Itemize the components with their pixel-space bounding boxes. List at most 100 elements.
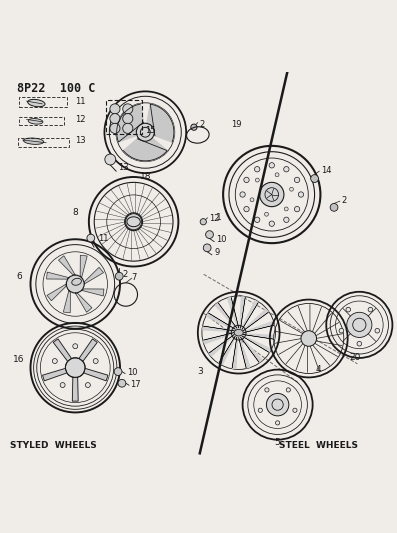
Circle shape (255, 178, 259, 182)
Circle shape (85, 383, 91, 387)
Circle shape (116, 272, 123, 280)
Polygon shape (243, 334, 275, 339)
Bar (19, 117, 64, 125)
Polygon shape (84, 368, 108, 381)
Text: 10: 10 (216, 235, 227, 244)
Text: 20: 20 (350, 353, 361, 362)
Polygon shape (147, 104, 174, 142)
Polygon shape (219, 336, 236, 365)
Circle shape (231, 325, 246, 340)
Polygon shape (64, 290, 70, 313)
Polygon shape (81, 289, 104, 296)
Text: 11: 11 (75, 97, 86, 106)
Circle shape (110, 104, 120, 114)
Text: 15: 15 (145, 126, 156, 135)
Polygon shape (79, 339, 97, 361)
Circle shape (357, 342, 362, 346)
Circle shape (269, 163, 274, 168)
Polygon shape (117, 104, 144, 142)
Ellipse shape (127, 217, 140, 227)
Polygon shape (240, 297, 245, 328)
Polygon shape (243, 321, 274, 333)
Circle shape (114, 368, 122, 375)
Circle shape (264, 212, 268, 216)
Circle shape (123, 114, 133, 124)
Circle shape (265, 388, 269, 392)
Circle shape (330, 204, 338, 211)
Circle shape (286, 388, 291, 392)
Bar (106, 100, 142, 134)
Circle shape (295, 177, 300, 183)
Circle shape (284, 207, 288, 211)
Circle shape (87, 234, 95, 242)
Text: STEEL  WHEELS: STEEL WHEELS (279, 441, 358, 450)
Text: 10: 10 (127, 368, 137, 377)
Circle shape (125, 213, 143, 231)
Polygon shape (209, 335, 235, 356)
Circle shape (105, 154, 116, 165)
Circle shape (200, 219, 206, 225)
Text: 11: 11 (98, 233, 108, 243)
Polygon shape (227, 297, 239, 328)
Circle shape (339, 328, 344, 333)
Text: 2: 2 (200, 120, 205, 129)
Circle shape (93, 359, 98, 364)
Circle shape (284, 166, 289, 172)
Text: 6: 6 (16, 272, 22, 281)
Circle shape (347, 312, 372, 337)
Circle shape (123, 104, 133, 114)
Circle shape (269, 221, 274, 227)
Circle shape (295, 206, 300, 212)
Polygon shape (123, 139, 167, 161)
Polygon shape (80, 255, 87, 278)
Text: 8P22  100 C: 8P22 100 C (17, 82, 95, 95)
Text: STYLED  WHEELS: STYLED WHEELS (10, 441, 97, 450)
Text: 8: 8 (72, 207, 78, 216)
Circle shape (276, 421, 280, 425)
Text: 14: 14 (322, 166, 332, 175)
Polygon shape (241, 337, 262, 362)
Circle shape (110, 123, 120, 133)
Polygon shape (204, 333, 234, 344)
Circle shape (258, 408, 262, 413)
Polygon shape (232, 337, 237, 368)
Circle shape (123, 123, 133, 133)
Circle shape (240, 192, 245, 197)
Circle shape (244, 177, 249, 183)
Text: 2: 2 (341, 196, 346, 205)
Polygon shape (53, 339, 71, 361)
Circle shape (284, 217, 289, 222)
Polygon shape (243, 309, 268, 331)
Polygon shape (239, 337, 250, 368)
Text: 9: 9 (214, 248, 220, 257)
Text: 16: 16 (13, 356, 25, 365)
Ellipse shape (28, 99, 45, 107)
Text: 7: 7 (131, 273, 136, 282)
Ellipse shape (28, 118, 43, 124)
Text: 12: 12 (75, 115, 86, 124)
Circle shape (136, 123, 154, 141)
Circle shape (301, 330, 316, 346)
Polygon shape (242, 336, 271, 352)
Circle shape (254, 217, 260, 222)
Circle shape (275, 173, 279, 177)
Circle shape (250, 198, 254, 201)
Circle shape (118, 379, 126, 387)
Circle shape (206, 231, 214, 238)
Circle shape (203, 244, 211, 252)
Polygon shape (242, 301, 258, 329)
Circle shape (260, 182, 284, 207)
Text: 5: 5 (275, 438, 281, 447)
Circle shape (66, 275, 84, 293)
Polygon shape (72, 377, 78, 401)
Polygon shape (42, 368, 67, 381)
Circle shape (52, 359, 57, 364)
Polygon shape (47, 284, 66, 301)
Circle shape (289, 187, 293, 191)
Circle shape (60, 383, 65, 387)
Text: 3: 3 (197, 367, 202, 376)
Circle shape (66, 358, 85, 377)
Text: 4: 4 (316, 365, 321, 374)
Circle shape (254, 166, 260, 172)
Text: 19: 19 (231, 120, 241, 129)
